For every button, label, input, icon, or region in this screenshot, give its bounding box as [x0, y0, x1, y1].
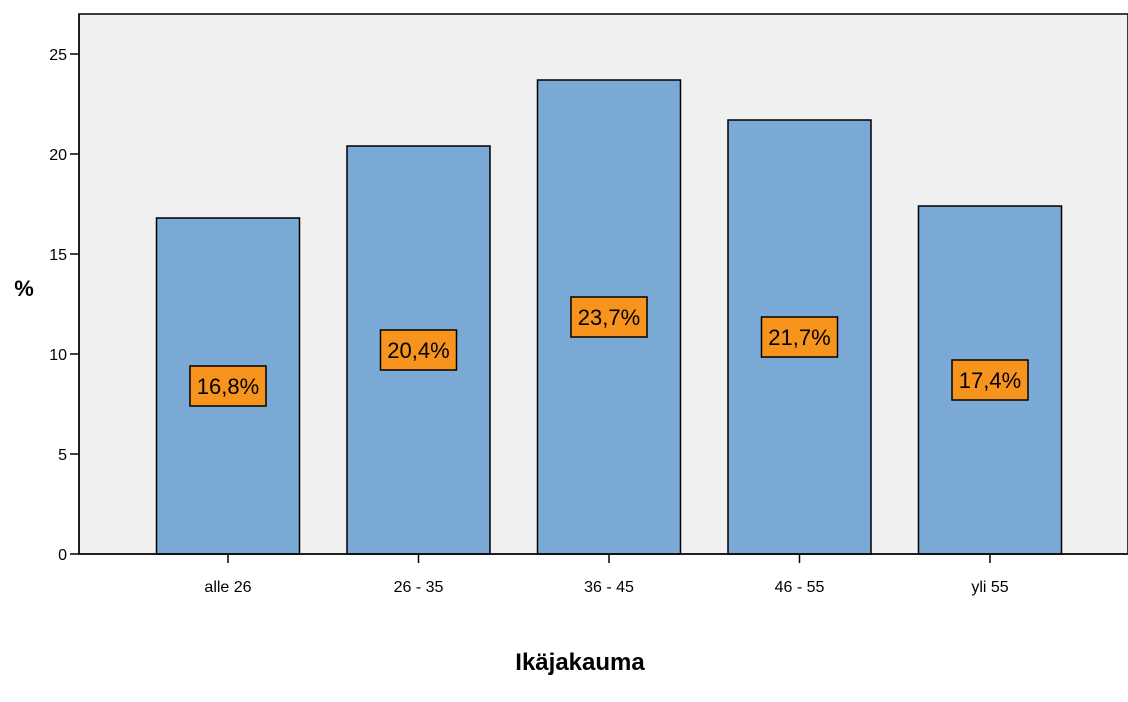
y-tick-label: 5	[58, 447, 67, 464]
y-tick-label: 25	[49, 47, 67, 64]
data-label-box	[760, 316, 839, 358]
data-label-box	[379, 329, 458, 371]
x-tick-label: alle 26	[204, 579, 251, 596]
data-label-box	[951, 359, 1029, 401]
data-label: 20,4%	[387, 338, 449, 363]
y-tick-label: 15	[49, 247, 67, 264]
x-tick-label: 26 - 35	[394, 579, 444, 596]
x-tick-label: yli 55	[971, 579, 1008, 596]
x-tick-label: 46 - 55	[775, 579, 825, 596]
data-label: 23,7%	[578, 305, 640, 330]
y-tick-label: 0	[58, 547, 67, 564]
y-axis-title: %	[14, 276, 34, 301]
y-axis: 0 5 10 15 20 25	[49, 14, 80, 564]
data-label-box	[189, 365, 267, 407]
data-label: 16,8%	[197, 374, 259, 399]
x-axis-title: Ikäjakauma	[515, 649, 645, 676]
y-tick-label: 20	[49, 147, 67, 164]
data-label-box	[570, 296, 648, 338]
data-labels-layer: 16,8% 20,4% 23,7% 21,7% 17,4%	[189, 296, 1029, 407]
x-tick-label: 36 - 45	[584, 579, 634, 596]
x-axis: alle 26 26 - 35 36 - 45 46 - 55 yli 55	[79, 553, 1128, 596]
data-label: 21,7%	[768, 325, 830, 350]
y-tick-label: 10	[49, 347, 67, 364]
data-label: 17,4%	[959, 368, 1021, 393]
